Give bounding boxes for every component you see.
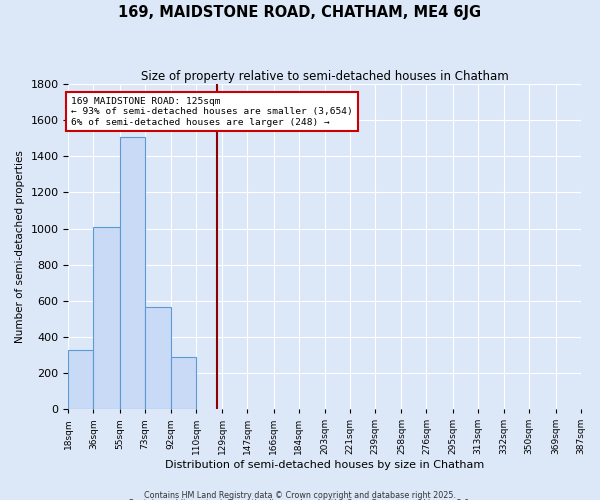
- Text: Contains HM Land Registry data © Crown copyright and database right 2025.: Contains HM Land Registry data © Crown c…: [144, 490, 456, 500]
- Y-axis label: Number of semi-detached properties: Number of semi-detached properties: [15, 150, 25, 343]
- Text: 169, MAIDSTONE ROAD, CHATHAM, ME4 6JG: 169, MAIDSTONE ROAD, CHATHAM, ME4 6JG: [118, 5, 482, 20]
- Bar: [171, 356, 196, 409]
- Bar: [145, 307, 171, 409]
- X-axis label: Distribution of semi-detached houses by size in Chatham: Distribution of semi-detached houses by …: [165, 460, 484, 470]
- Bar: [68, 350, 94, 409]
- Bar: [120, 136, 145, 409]
- Title: Size of property relative to semi-detached houses in Chatham: Size of property relative to semi-detach…: [140, 70, 508, 83]
- Bar: [94, 227, 120, 409]
- Text: 169 MAIDSTONE ROAD: 125sqm
← 93% of semi-detached houses are smaller (3,654)
6% : 169 MAIDSTONE ROAD: 125sqm ← 93% of semi…: [71, 97, 353, 126]
